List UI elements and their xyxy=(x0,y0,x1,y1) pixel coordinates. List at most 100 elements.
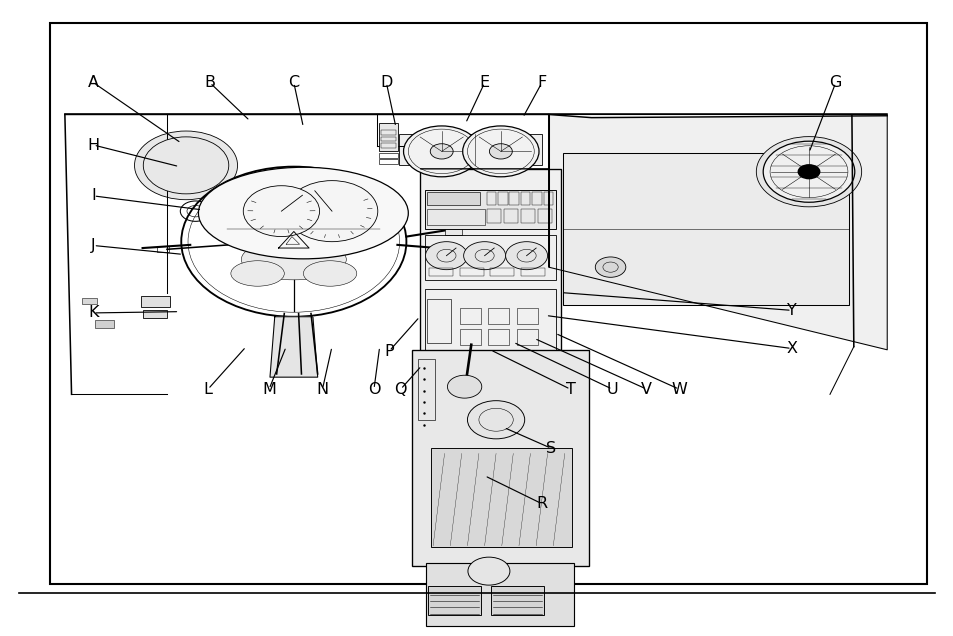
Bar xyxy=(378,123,397,151)
Ellipse shape xyxy=(303,261,356,286)
Text: S: S xyxy=(546,441,556,456)
Text: C: C xyxy=(288,75,299,90)
Bar xyxy=(210,200,217,203)
Circle shape xyxy=(467,401,524,439)
Circle shape xyxy=(797,164,820,179)
Text: G: G xyxy=(829,75,841,90)
Bar xyxy=(427,192,479,205)
Bar xyxy=(143,310,167,318)
Bar xyxy=(378,153,397,158)
Circle shape xyxy=(425,242,467,270)
Circle shape xyxy=(286,181,377,242)
Text: Q: Q xyxy=(394,382,407,397)
Text: A: A xyxy=(88,75,99,90)
Bar xyxy=(398,134,541,165)
Bar xyxy=(378,159,397,164)
Bar xyxy=(520,192,530,205)
Bar xyxy=(427,299,451,343)
Circle shape xyxy=(467,557,509,585)
Bar xyxy=(210,212,217,214)
Bar xyxy=(427,209,484,225)
Bar xyxy=(424,235,556,280)
Bar xyxy=(488,329,509,345)
Circle shape xyxy=(762,141,854,202)
Bar xyxy=(459,329,480,345)
Bar xyxy=(503,209,517,223)
Bar xyxy=(95,320,114,328)
Bar xyxy=(490,586,543,615)
Bar xyxy=(562,153,848,305)
Bar xyxy=(532,192,541,205)
Text: P: P xyxy=(384,343,394,359)
Text: I: I xyxy=(91,188,95,204)
Text: F: F xyxy=(537,75,546,90)
Bar xyxy=(444,225,461,235)
Text: L: L xyxy=(203,382,213,397)
Text: B: B xyxy=(204,75,215,90)
Bar xyxy=(419,169,560,356)
Text: M: M xyxy=(262,382,275,397)
Circle shape xyxy=(253,215,334,268)
Bar xyxy=(517,308,537,324)
Bar xyxy=(380,137,395,141)
Bar xyxy=(486,192,496,205)
Bar xyxy=(417,359,435,420)
Circle shape xyxy=(181,162,191,169)
Bar xyxy=(497,192,507,205)
Bar xyxy=(543,192,553,205)
Circle shape xyxy=(595,257,625,277)
Polygon shape xyxy=(548,114,886,350)
Text: E: E xyxy=(479,75,489,90)
Text: Y: Y xyxy=(786,303,796,318)
Text: V: V xyxy=(640,382,652,397)
Ellipse shape xyxy=(198,167,408,259)
Bar xyxy=(517,329,537,345)
Text: T: T xyxy=(565,382,575,397)
Bar xyxy=(488,308,509,324)
Bar xyxy=(424,190,556,229)
Bar xyxy=(537,209,552,223)
Bar xyxy=(210,208,217,211)
Bar xyxy=(210,204,217,207)
Ellipse shape xyxy=(231,261,284,286)
Text: N: N xyxy=(316,382,328,397)
Circle shape xyxy=(462,126,538,177)
Bar xyxy=(427,586,480,615)
Circle shape xyxy=(463,242,505,270)
Bar xyxy=(486,209,500,223)
Bar xyxy=(520,268,544,276)
Bar xyxy=(490,268,514,276)
Bar xyxy=(380,143,395,148)
Bar xyxy=(459,308,480,324)
Text: X: X xyxy=(785,341,797,356)
Bar xyxy=(380,130,395,135)
Circle shape xyxy=(134,131,237,200)
Bar xyxy=(426,563,574,626)
Circle shape xyxy=(143,137,229,194)
Circle shape xyxy=(447,375,481,398)
Bar xyxy=(431,448,572,547)
Text: H: H xyxy=(88,137,99,153)
Bar xyxy=(141,296,170,307)
Bar xyxy=(509,192,518,205)
Bar xyxy=(429,268,453,276)
Bar xyxy=(208,198,229,216)
Circle shape xyxy=(505,242,547,270)
Bar xyxy=(424,289,556,350)
Text: O: O xyxy=(367,382,380,397)
Text: R: R xyxy=(536,496,547,511)
Bar xyxy=(50,23,926,584)
Circle shape xyxy=(430,144,453,159)
Text: D: D xyxy=(380,75,392,90)
Circle shape xyxy=(489,144,512,159)
Circle shape xyxy=(403,126,479,177)
Circle shape xyxy=(148,140,224,191)
Text: K: K xyxy=(88,305,99,321)
Text: U: U xyxy=(606,382,618,397)
Bar xyxy=(412,350,588,566)
Bar xyxy=(520,209,535,223)
Bar xyxy=(82,298,97,304)
Circle shape xyxy=(756,137,861,207)
Polygon shape xyxy=(270,317,317,377)
Text: W: W xyxy=(671,382,686,397)
